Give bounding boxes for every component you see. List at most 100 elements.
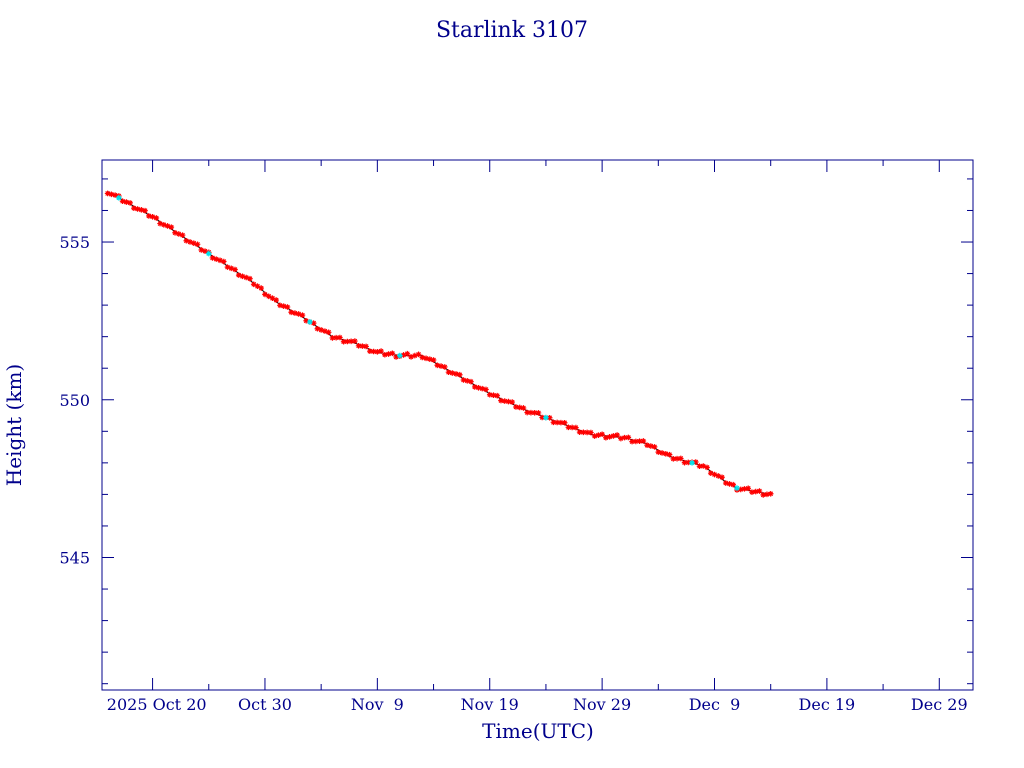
height-marker	[430, 357, 437, 363]
height-marker	[445, 369, 452, 376]
height-marker	[382, 351, 388, 358]
height-marker	[460, 377, 467, 383]
height-marker	[588, 429, 594, 436]
height-marker	[591, 433, 598, 439]
height-marker	[277, 302, 283, 309]
height-marker	[172, 229, 178, 236]
height-marker	[666, 451, 673, 458]
height-marker	[681, 459, 688, 466]
height-marker	[344, 338, 351, 345]
height-marker	[737, 486, 744, 493]
height-marker	[441, 364, 448, 370]
height-marker	[254, 283, 261, 289]
height-marker	[531, 410, 538, 416]
height-marker	[655, 449, 662, 455]
height-marker	[535, 410, 542, 416]
height-marker	[663, 451, 669, 457]
height-marker	[247, 275, 253, 282]
height-marker	[337, 334, 343, 341]
height-marker	[340, 338, 347, 345]
height-marker-highlight	[689, 460, 695, 466]
height-marker	[767, 490, 774, 497]
height-marker	[722, 480, 729, 486]
height-marker	[670, 456, 677, 462]
height-marker	[198, 247, 205, 253]
height-marker	[464, 378, 471, 384]
height-marker	[509, 399, 516, 405]
height-marker	[333, 334, 339, 341]
height-marker	[359, 343, 366, 349]
height-marker	[423, 355, 429, 362]
height-marker	[153, 215, 160, 221]
height-marker	[149, 213, 156, 220]
height-marker	[610, 433, 617, 439]
height-marker	[707, 470, 714, 476]
height-marker	[127, 200, 133, 206]
height-marker	[573, 424, 579, 431]
height-marker-highlight	[205, 250, 212, 257]
height-marker	[194, 241, 201, 248]
height-marker	[288, 309, 294, 316]
height-marker-highlight	[307, 319, 313, 325]
height-marker	[322, 328, 328, 334]
height-marker	[603, 434, 609, 441]
height-marker	[745, 485, 752, 492]
height-marker	[318, 327, 324, 333]
height-marker	[183, 237, 190, 244]
height-marker	[756, 488, 763, 494]
height-marker	[636, 438, 643, 444]
height-marker	[685, 459, 692, 466]
height-marker	[209, 255, 216, 261]
height-marker	[513, 404, 519, 410]
height-marker	[292, 310, 298, 316]
height-marker	[704, 464, 710, 471]
height-marker	[558, 419, 564, 426]
height-marker	[719, 474, 725, 481]
height-marker-highlight	[397, 352, 403, 359]
y-axis-tick-labels: 545 550 555	[59, 233, 90, 567]
height-marker-highlight	[734, 485, 740, 491]
height-marker	[520, 405, 527, 411]
height-marker	[677, 455, 684, 462]
height-marker	[524, 409, 530, 416]
height-marker	[648, 443, 654, 449]
chart-title: Starlink 3107	[436, 18, 588, 43]
height-marker	[516, 404, 523, 411]
height-marker	[456, 371, 463, 378]
height-marker	[625, 434, 632, 441]
height-marker	[640, 438, 647, 444]
height-marker	[539, 414, 545, 421]
height-marker	[475, 384, 482, 391]
height-marker	[168, 224, 175, 230]
height-marker	[468, 378, 474, 385]
height-marker-highlight	[116, 195, 122, 201]
height-marker-highlight	[543, 414, 549, 421]
x-axis-ticks	[152, 160, 940, 690]
height-marker	[438, 363, 444, 369]
height-marker	[580, 429, 587, 436]
height-marker	[651, 444, 658, 450]
height-marker	[453, 371, 459, 377]
height-marker	[262, 291, 268, 298]
y-tick-label: 550	[59, 391, 90, 410]
height-marker	[434, 362, 441, 369]
height-marker	[243, 274, 250, 281]
height-marker	[449, 370, 456, 376]
height-marker	[749, 489, 755, 495]
height-marker	[329, 335, 336, 341]
height-marker	[471, 384, 478, 390]
y-axis-title: Height (km)	[2, 364, 26, 486]
height-marker	[355, 343, 362, 349]
height-marker	[314, 325, 321, 332]
height-marker	[550, 419, 557, 426]
height-marker	[505, 398, 512, 405]
height-marker	[629, 438, 635, 445]
height-marker	[374, 349, 381, 355]
height-marker	[565, 424, 572, 431]
height-marker	[269, 295, 276, 301]
height-marker	[404, 350, 411, 357]
height-marker	[692, 459, 699, 465]
height-marker	[614, 432, 620, 438]
height-marker	[711, 471, 718, 478]
height-marker	[715, 473, 722, 479]
